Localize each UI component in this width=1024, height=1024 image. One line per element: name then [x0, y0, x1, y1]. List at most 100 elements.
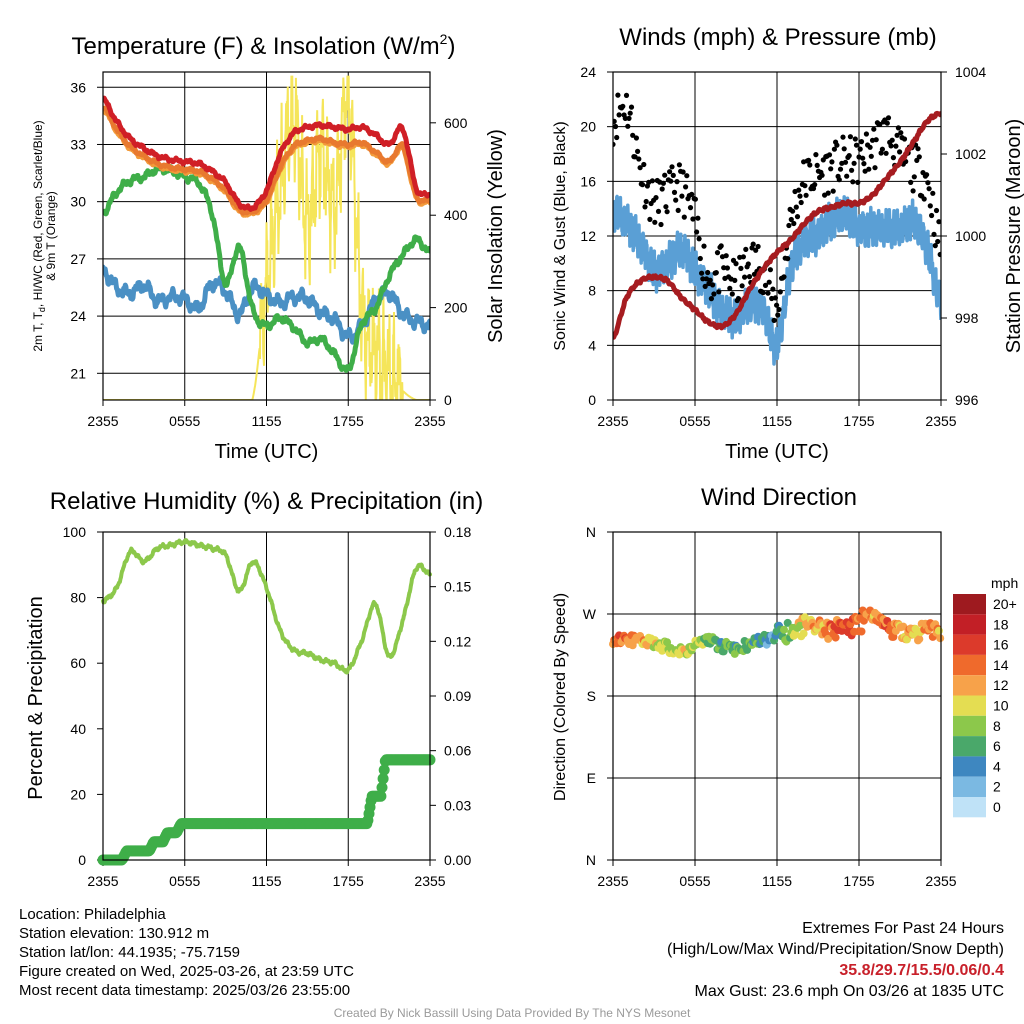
gust-point [813, 152, 819, 158]
gust-point [713, 270, 719, 276]
gust-point [828, 166, 834, 172]
gust-point [883, 150, 889, 156]
gust-point [926, 186, 932, 192]
gust-point [885, 115, 892, 121]
gust-point [643, 198, 649, 205]
gust-point [659, 186, 665, 192]
legend-swatch [953, 614, 986, 635]
tick-label-y: 8 [588, 283, 596, 299]
direction-point [796, 621, 804, 630]
gust-point [935, 238, 941, 245]
tick-label-y: S [587, 688, 596, 704]
direction-point [824, 634, 833, 643]
gust-point [675, 207, 681, 213]
gust-point [834, 142, 840, 148]
gust-point [625, 123, 631, 129]
direction-point [663, 638, 672, 647]
gust-point [671, 189, 678, 195]
gust-point [933, 207, 940, 214]
gust-point [927, 203, 933, 209]
gust-point [683, 184, 689, 190]
tick-label-y: E [587, 770, 596, 786]
tick-label-x: 2355 [925, 413, 956, 429]
chart-title: Winds (mph) & Pressure (mb) [619, 24, 936, 51]
relative-humidity-line [101, 538, 432, 675]
gust-point [910, 188, 916, 194]
tick-label-y: 40 [70, 721, 86, 737]
gust-point [735, 296, 742, 302]
gust-point [836, 177, 842, 183]
gust-point [921, 196, 927, 202]
gust-point [745, 261, 751, 267]
tick-label-y: 36 [70, 79, 86, 95]
gust-point [841, 146, 847, 152]
gust-point [781, 274, 787, 280]
gust-point [842, 159, 849, 165]
speed-legend: mph 20+ 18 16 14 12 10 8 6 4 2 0 [953, 575, 1018, 818]
gust-point [733, 261, 739, 267]
legend-label: 8 [993, 718, 1001, 734]
direction-point [915, 635, 924, 644]
tick-label-y: 30 [70, 194, 86, 210]
gust-point [791, 220, 797, 227]
gust-point [819, 172, 825, 178]
extremes-title: Extremes For Past 24 Hours [802, 920, 1004, 937]
plot-border [102, 71, 431, 401]
credit-line: Created By Nick Bassill Using Data Provi… [333, 1006, 691, 1020]
y-axis-label-line1: 2m T, Td, HI/WC (Red, Green, Scarlet/Blu… [31, 120, 47, 351]
gust-point [670, 172, 676, 178]
gust-point [868, 153, 874, 159]
gust-point [690, 216, 696, 222]
panel-3: 2355 0555 1155 1755 23550204060801000.000.03… [25, 488, 483, 889]
gust-point [697, 255, 703, 262]
tick-label-x: 0555 [679, 413, 710, 429]
tick-label-x: 0555 [169, 873, 200, 889]
gust-point [614, 134, 620, 141]
tick-label-y2: 0.15 [444, 579, 471, 595]
pressure-line [613, 110, 941, 340]
tick-label-y2: 0.00 [444, 852, 471, 868]
gust-point [850, 179, 856, 185]
tick-label-y2: 0.12 [444, 633, 471, 649]
gust-point [802, 183, 808, 189]
gust-point [613, 123, 619, 130]
tick-label-y2: 0.06 [444, 743, 471, 759]
gust-point [798, 199, 804, 206]
gust-point [623, 92, 630, 98]
tick-label-y2: 0.03 [444, 797, 471, 813]
created-text: Figure created on Wed, 2025-03-26, at 23… [19, 963, 354, 980]
legend-label: 12 [993, 677, 1009, 693]
gust-point [812, 182, 818, 188]
gust-point [760, 290, 766, 296]
series-group [613, 92, 941, 366]
gust-point [867, 144, 873, 150]
gust-point [687, 205, 694, 211]
y2-axis-label: Station Pressure (Maroon) [1003, 119, 1024, 354]
tick-label-y: 80 [70, 590, 86, 606]
gust-point [716, 289, 722, 295]
gust-point [861, 161, 867, 167]
gust-point [655, 208, 662, 214]
gust-point [797, 193, 803, 199]
gust-point [924, 172, 930, 178]
gust-point [674, 179, 680, 185]
tick-label-x: 1155 [251, 873, 281, 889]
tick-label-x: 0555 [169, 413, 200, 429]
gust-point [897, 149, 903, 155]
gust-point [732, 277, 738, 283]
y-axis-label: 2m T, Td, HI/WC (Red, Green, Scarlet/Blu… [31, 120, 58, 351]
gust-point [705, 269, 711, 276]
gust-point [696, 236, 702, 242]
gust-point [786, 222, 792, 229]
precip-point [375, 790, 387, 802]
gust-point [627, 110, 633, 116]
gust-point [898, 130, 904, 136]
gust-point [915, 146, 921, 152]
gust-point [750, 241, 756, 247]
gust-point [658, 221, 664, 228]
gust-point [613, 141, 616, 147]
gust-point [855, 179, 861, 185]
insolation-line [103, 75, 430, 400]
gust-point [635, 148, 641, 154]
